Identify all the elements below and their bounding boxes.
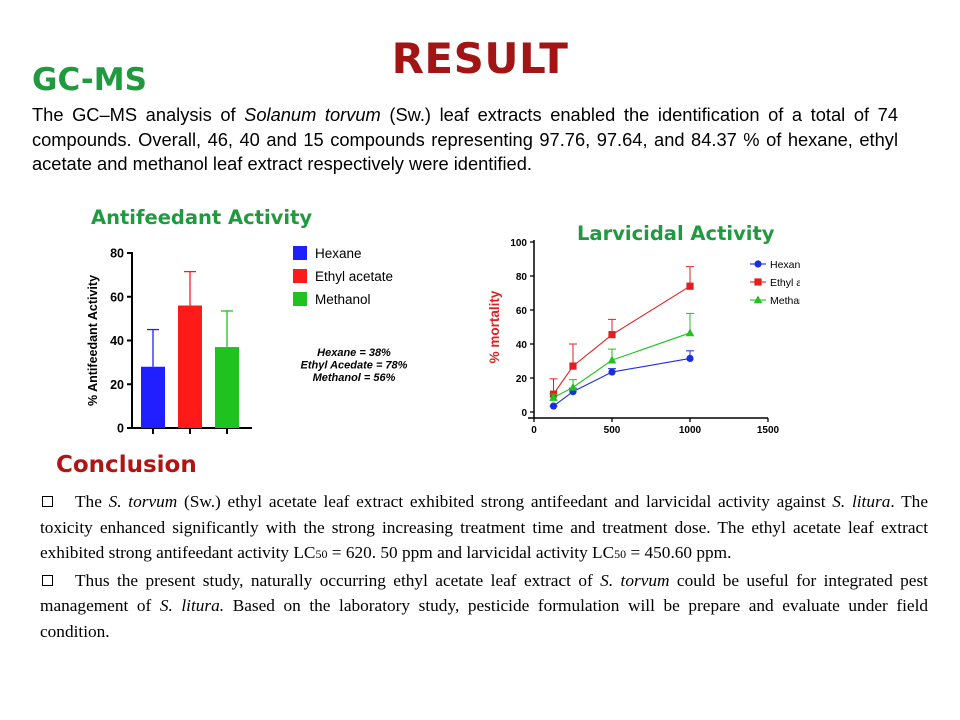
larvicidal-title: Larvicidal Activity bbox=[577, 222, 775, 245]
y-tick-label: 80 bbox=[110, 247, 124, 261]
legend-label: Ethyl acetate bbox=[315, 269, 393, 284]
conclusion-text: Based on the laboratory study, pesticide… bbox=[40, 596, 929, 641]
y-tick-label: 0 bbox=[117, 422, 124, 436]
conclusion-body: The S. torvum (Sw.) ethyl acetate leaf e… bbox=[40, 489, 928, 644]
conclusion-pest: S. litura bbox=[832, 492, 891, 511]
legend-swatch bbox=[293, 292, 307, 306]
gcms-heading: GC-MS bbox=[32, 62, 147, 98]
lc50-subscript: 50 bbox=[315, 547, 328, 561]
y-tick-label: 80 bbox=[516, 272, 528, 283]
conclusion-text: could be useful for integrated pest mana… bbox=[40, 570, 928, 616]
x-tick-label: 1000 bbox=[679, 425, 702, 436]
gcms-paragraph: The GC–MS analysis of Solanum torvum (Sw… bbox=[32, 103, 898, 177]
bar bbox=[178, 305, 202, 428]
data-point bbox=[568, 382, 578, 391]
gcms-species: Solanum torvum bbox=[244, 104, 381, 125]
legend-label: Methanol bbox=[315, 292, 371, 307]
conclusion-pest: S. litura. bbox=[159, 596, 225, 615]
y-tick-label: 0 bbox=[521, 408, 527, 419]
legend-label: Hexane bbox=[770, 259, 800, 271]
data-point bbox=[754, 278, 762, 286]
gcms-text-end: (Sw.) leaf extracts enabled the identifi… bbox=[32, 104, 898, 174]
data-point bbox=[754, 260, 762, 268]
data-point bbox=[608, 368, 616, 376]
summary-text: Hexane = 38% bbox=[317, 347, 391, 359]
x-tick-label: 1500 bbox=[757, 425, 780, 436]
y-tick-label: 40 bbox=[516, 340, 528, 351]
gcms-text-start: The GC–MS analysis of bbox=[32, 104, 245, 125]
conclusion-text: = 620. 50 ppm and larvicidal activity LC bbox=[327, 543, 615, 562]
lc50-subscript: 50 bbox=[614, 547, 627, 561]
checkbox-bullet-icon bbox=[42, 496, 53, 507]
y-tick-label: 20 bbox=[516, 374, 528, 385]
data-point bbox=[686, 354, 694, 363]
conclusion-text: Thus the present study, naturally occurr… bbox=[75, 570, 601, 590]
y-tick-label: 60 bbox=[516, 306, 528, 317]
conclusion-text: . The toxicity enhanced significantly wi… bbox=[40, 492, 928, 562]
conclusion-text: (Sw.) ethyl acetate leaf extract exhibit… bbox=[177, 492, 833, 511]
legend-label: Methanol bbox=[770, 295, 800, 307]
bar bbox=[141, 366, 165, 428]
data-point bbox=[569, 362, 577, 370]
conclusion-text: The bbox=[75, 492, 109, 511]
legend-swatch bbox=[293, 246, 307, 260]
x-tick-label: 0 bbox=[531, 425, 537, 436]
y-tick-label: 100 bbox=[510, 238, 527, 249]
y-axis-label: % Antifeedant Activity bbox=[86, 275, 100, 406]
antifeedant-bar-chart: 0 20 40 60 80 % Antifeedant Activity Hexane Eth… bbox=[86, 246, 408, 436]
conclusion-paragraph-2: Thus the present study, naturally occurr… bbox=[40, 568, 928, 645]
page-title: RESULT bbox=[391, 34, 569, 83]
summary-text: Methanol = 56% bbox=[313, 372, 396, 384]
conclusion-paragraph-1: The S. torvum (Sw.) ethyl acetate leaf e… bbox=[40, 489, 928, 568]
legend-label: Ethyl acetate bbox=[770, 277, 800, 289]
conclusion-heading: Conclusion bbox=[56, 452, 197, 478]
checkbox-bullet-icon bbox=[42, 574, 53, 586]
data-point bbox=[686, 282, 694, 290]
series-line bbox=[553, 285, 691, 395]
conclusion-species: S. torvum bbox=[108, 492, 178, 511]
antifeedant-title: Antifeedant Activity bbox=[91, 206, 313, 229]
data-point bbox=[753, 295, 763, 304]
bar bbox=[215, 347, 239, 428]
series-line bbox=[553, 332, 691, 399]
series-line bbox=[553, 357, 691, 407]
y-axis-label: % mortality bbox=[487, 290, 502, 363]
data-point bbox=[549, 402, 558, 410]
legend-swatch bbox=[293, 269, 307, 283]
data-point bbox=[607, 355, 617, 364]
conclusion-species: S. torvum bbox=[600, 570, 670, 590]
summary-text: Ethyl Acedate = 78% bbox=[301, 360, 408, 372]
y-tick-label: 60 bbox=[110, 290, 124, 304]
legend-label: Hexane bbox=[315, 246, 362, 261]
x-tick-label: 500 bbox=[604, 425, 621, 436]
y-tick-label: 20 bbox=[110, 378, 124, 392]
data-point bbox=[549, 393, 558, 401]
data-point bbox=[608, 331, 616, 339]
conclusion-text: = 450.60 ppm. bbox=[626, 543, 732, 562]
y-tick-label: 40 bbox=[110, 334, 124, 348]
data-point bbox=[685, 328, 695, 337]
